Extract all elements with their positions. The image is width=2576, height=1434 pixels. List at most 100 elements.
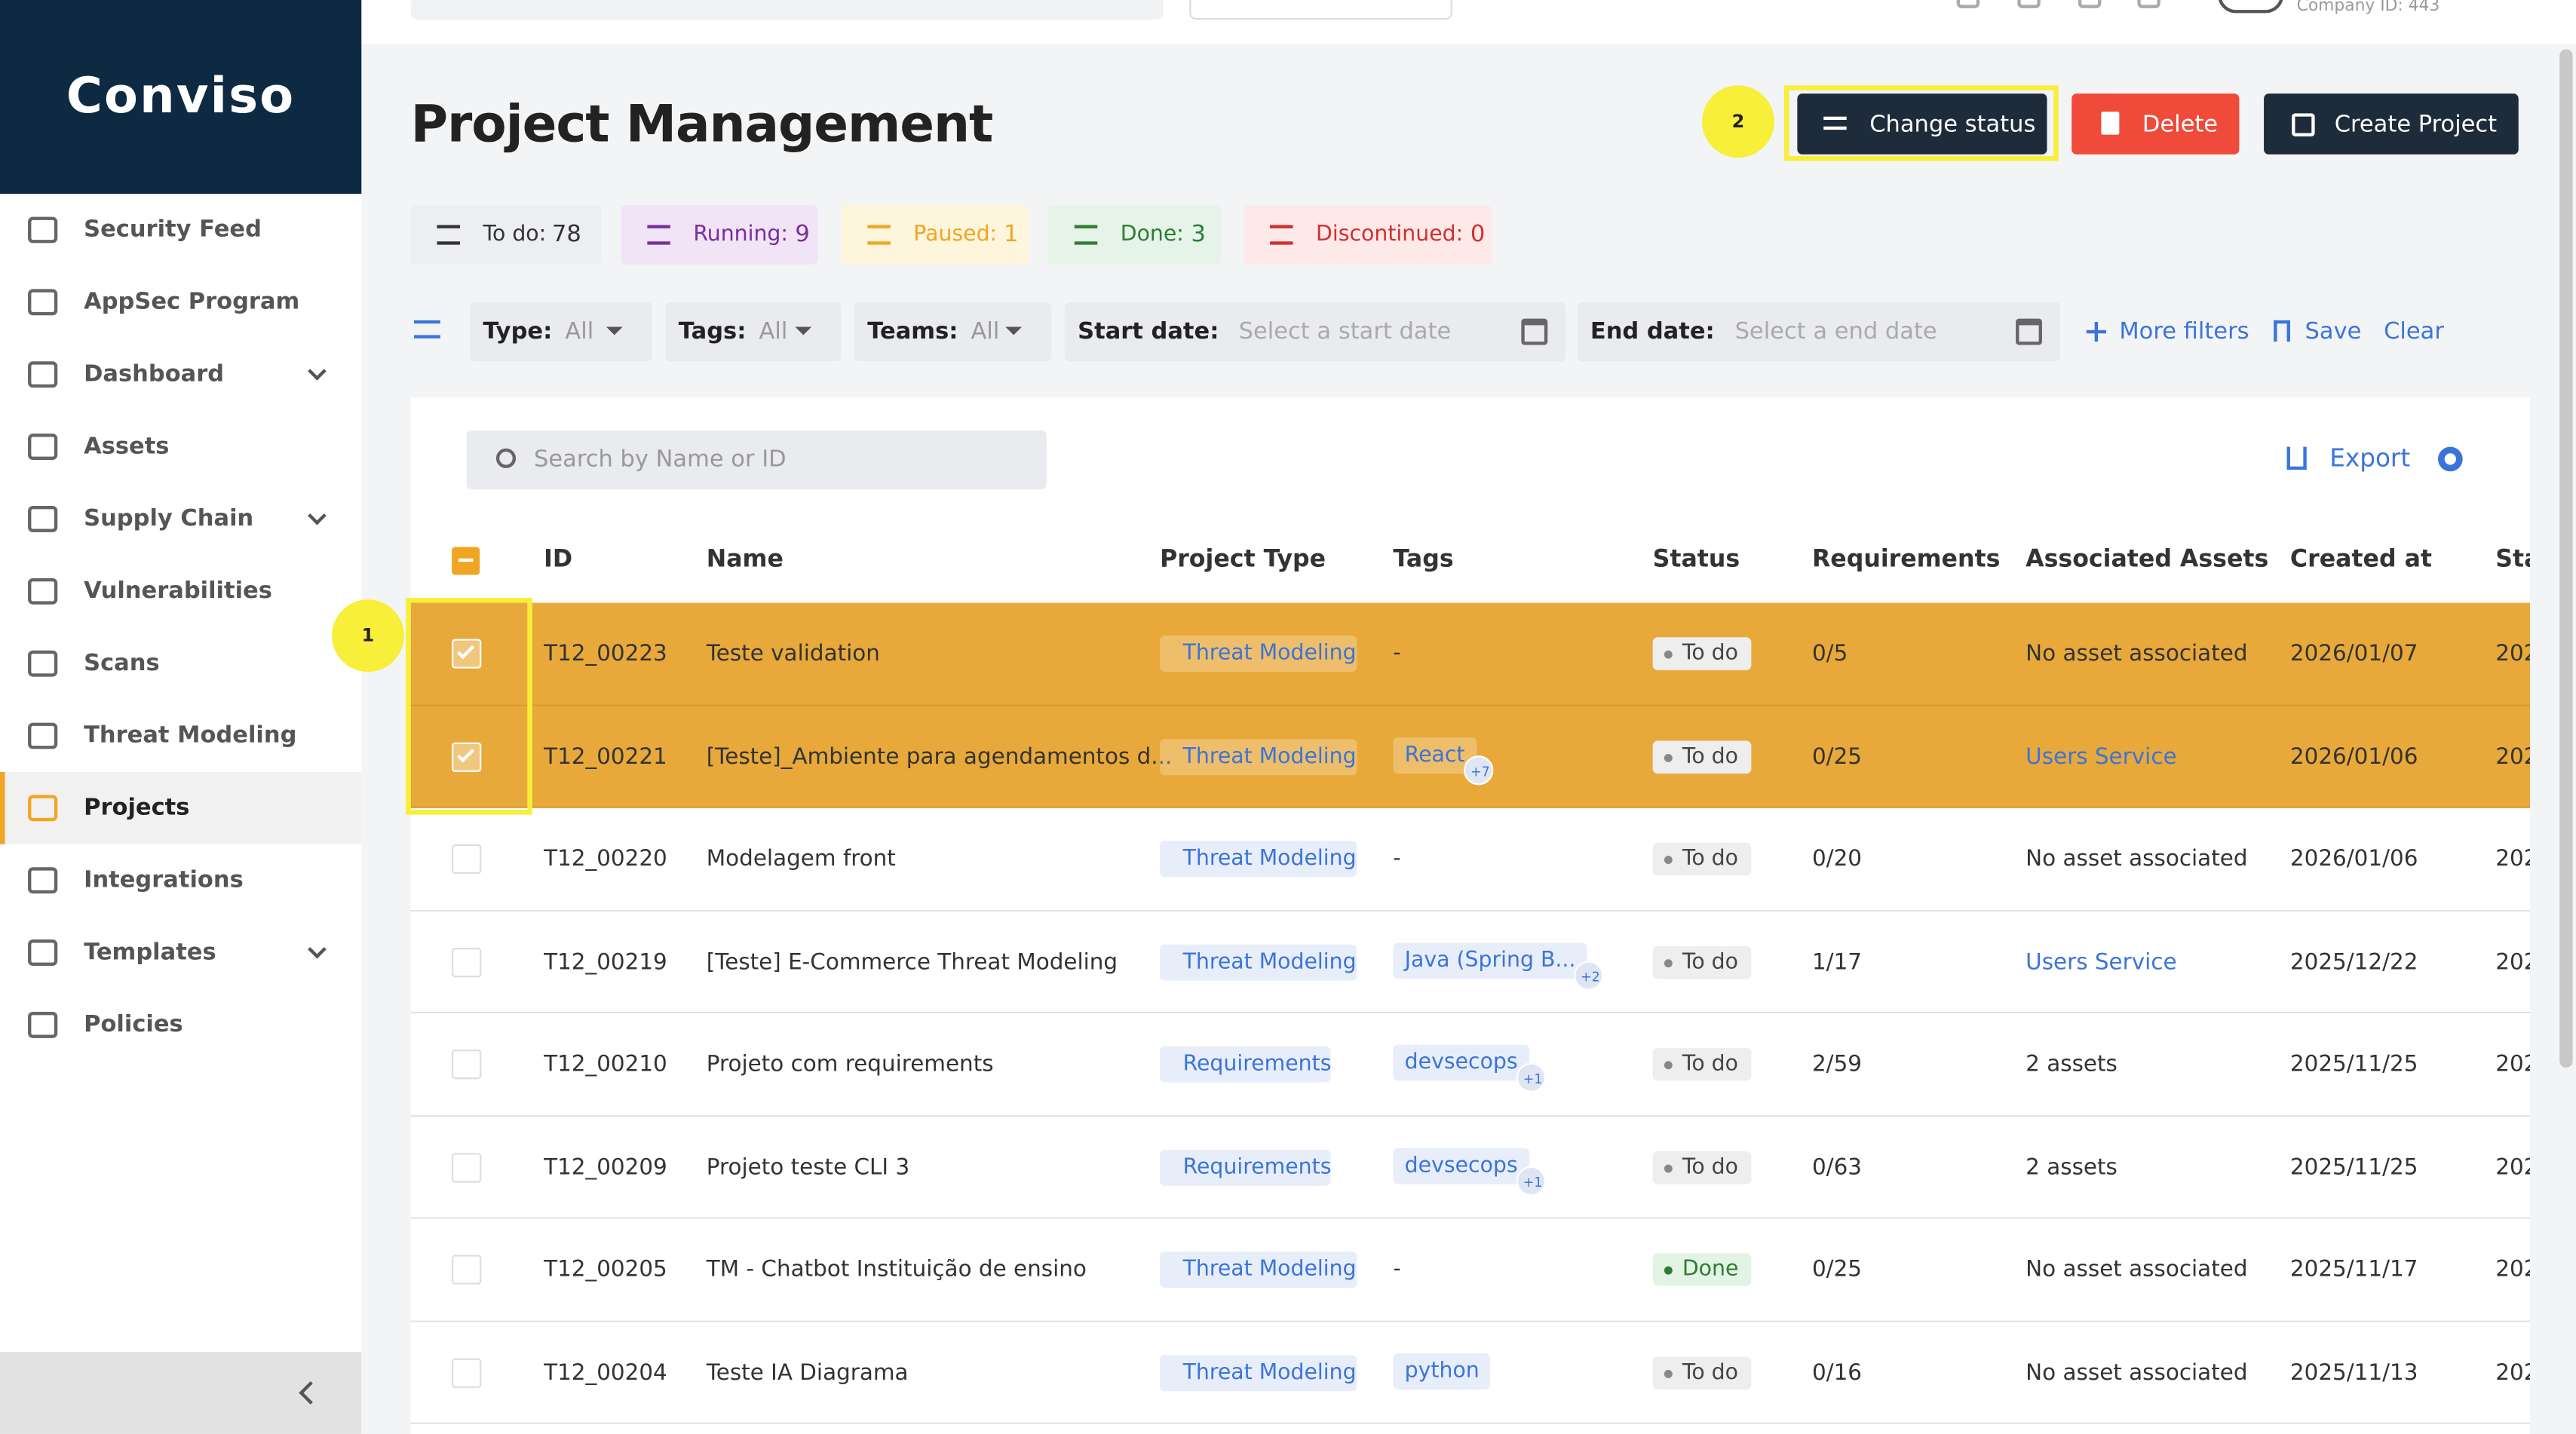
type-chip: Threat Modeling [1160, 1252, 1357, 1288]
delete-button[interactable]: Delete [2072, 93, 2240, 155]
row-created: 2026/01/06 [2289, 743, 2418, 770]
nav-item[interactable]: Policies [84, 1011, 183, 1038]
status-chip[interactable]: To do: 78 [410, 205, 602, 265]
row-requirements: 0/5 [1811, 640, 1848, 667]
table-row[interactable]: T12_00209 Projeto teste CLI 3 Requirements… [410, 1116, 2530, 1219]
more-filters[interactable]: More filters [2119, 318, 2249, 345]
checkbox-dash [458, 558, 474, 562]
sidebar: Conviso Security Feed AppSec Program Dashbo… [0, 0, 362, 1434]
row-name: TM - Chatbot Instituição de ensino [706, 1256, 1087, 1283]
table-row[interactable]: T12_00210 Projeto com requirements Require… [410, 1013, 2530, 1117]
type-label: Threat Modeling [1182, 641, 1357, 666]
type-chip: Threat Modeling [1160, 841, 1357, 878]
status-dot [1664, 958, 1673, 967]
filter-value: All [971, 318, 1000, 345]
column-header: Created at [2289, 547, 2432, 574]
status-chip[interactable]: Discontinued: 0 [1244, 205, 1492, 265]
nav-item[interactable]: Security Feed [84, 216, 262, 244]
nav-chevron [308, 939, 327, 959]
status-chip: Done [1652, 1253, 1752, 1286]
row-checkbox[interactable] [452, 946, 482, 977]
page-title: Project Management [410, 95, 994, 155]
button-icon [2101, 112, 2120, 135]
row-checkbox[interactable] [452, 844, 482, 874]
clear-link[interactable]: Clear [2384, 318, 2444, 345]
table-row[interactable]: T12_00204 Teste IA Diagrama Threat Modelin… [410, 1321, 2530, 1424]
row-assets: No asset associated [2026, 640, 2248, 667]
filter-icon [413, 320, 440, 339]
row-name: Projeto com requirements [706, 1051, 994, 1078]
type-label: Threat Modeling [1182, 743, 1357, 769]
nav-item[interactable]: Templates [84, 939, 216, 966]
row-extra: 202 [2495, 743, 2530, 770]
row-checkbox[interactable] [452, 1049, 482, 1080]
create-project-button[interactable]: Create Project [2264, 93, 2519, 155]
table-row[interactable]: T12_00220 Modelagem front Threat Modeling -… [410, 807, 2530, 912]
collapse-bar[interactable] [0, 1351, 362, 1434]
type-label: Requirements [1182, 1052, 1332, 1077]
tag-label: Java (Spring B... [1404, 948, 1576, 973]
column-header: Sta [2495, 547, 2530, 574]
dropdown-arrow [1005, 326, 1023, 336]
table-row[interactable]: T12_00219 [Teste] E-Commerce Threat Model… [410, 911, 2530, 1014]
nav-item[interactable]: Supply Chain [84, 505, 254, 532]
tag-empty: - [1393, 847, 1401, 872]
nav-item[interactable]: Scans [84, 650, 160, 677]
nav-icon [28, 1011, 58, 1038]
row-checkbox[interactable] [452, 1152, 482, 1182]
change-status-button[interactable]: Change status [1797, 93, 2047, 155]
date-filter[interactable]: Start date: Select a start date [1064, 302, 1566, 362]
row-name: [Teste]_Ambiente para agendamentos d... [706, 743, 1173, 770]
nav-icon [28, 216, 58, 244]
tag-chip: Java (Spring B... [1393, 942, 1587, 979]
table-row[interactable]: T12_00205 TM - Chatbot Instituição de ens… [410, 1218, 2530, 1322]
chip-count: 9 [795, 222, 810, 248]
filter-select[interactable]: Teams: All [854, 302, 1052, 362]
filter-select[interactable]: Tags: All [665, 302, 842, 362]
chip-icon [1074, 225, 1098, 245]
nav-item[interactable]: Dashboard [84, 361, 225, 388]
export-link[interactable]: Export [2329, 443, 2411, 473]
chip-count: 78 [551, 222, 581, 248]
settings-icon[interactable] [2437, 446, 2463, 472]
row-id: T12_00219 [544, 948, 667, 975]
date-filter[interactable]: End date: Select a end date [1577, 302, 2060, 362]
nav-item[interactable]: Threat Modeling [84, 722, 297, 749]
status-chip: To do [1652, 945, 1752, 979]
status-chip[interactable]: Paused: 1 [841, 205, 1029, 265]
nav-item[interactable]: Integrations [84, 867, 244, 894]
status-chip[interactable]: Running: 9 [621, 205, 818, 265]
table-search[interactable]: Search by Name or ID [466, 430, 1047, 490]
save-link[interactable]: Save [2305, 318, 2362, 345]
row-id: T12_00204 [544, 1359, 667, 1386]
nav-icon [28, 867, 58, 894]
step-number: 2 [1731, 111, 1745, 133]
row-assets[interactable]: Users Service [2026, 948, 2177, 975]
row-extra: 202 [2495, 1359, 2530, 1386]
status-chip: To do [1652, 1356, 1752, 1389]
nav-item[interactable]: AppSec Program [84, 289, 300, 316]
tag-empty: - [1393, 1257, 1401, 1282]
status-dot [1664, 752, 1673, 761]
row-checkbox[interactable] [452, 741, 482, 771]
row-assets[interactable]: Users Service [2026, 743, 2177, 770]
status-label: To do [1682, 949, 1738, 974]
row-checkbox[interactable] [452, 1357, 482, 1387]
row-checkbox[interactable] [452, 1255, 482, 1285]
chip-icon [867, 225, 891, 245]
dropdown-arrow [795, 326, 812, 336]
table-row[interactable]: T12_00223 Teste validation Threat Modeling… [410, 602, 2530, 706]
row-id: T12_00223 [544, 640, 667, 667]
table-row[interactable]: T12_00221 [Teste]_Ambiente para agendamen… [410, 705, 2530, 808]
nav-item[interactable]: Projects [84, 795, 190, 822]
filter-select[interactable]: Type: All [470, 302, 652, 362]
row-requirements: 2/59 [1811, 1051, 1863, 1078]
nav-item[interactable]: Vulnerabilities [84, 578, 272, 605]
nav-item[interactable]: Assets [84, 434, 170, 460]
tag-more-label: +7 [1470, 764, 1490, 779]
status-chip[interactable]: Done: 3 [1047, 205, 1221, 265]
highlight [1783, 85, 2059, 161]
row-requirements: 0/20 [1811, 845, 1863, 872]
status-label: To do [1682, 1154, 1738, 1180]
row-checkbox[interactable] [452, 639, 482, 669]
